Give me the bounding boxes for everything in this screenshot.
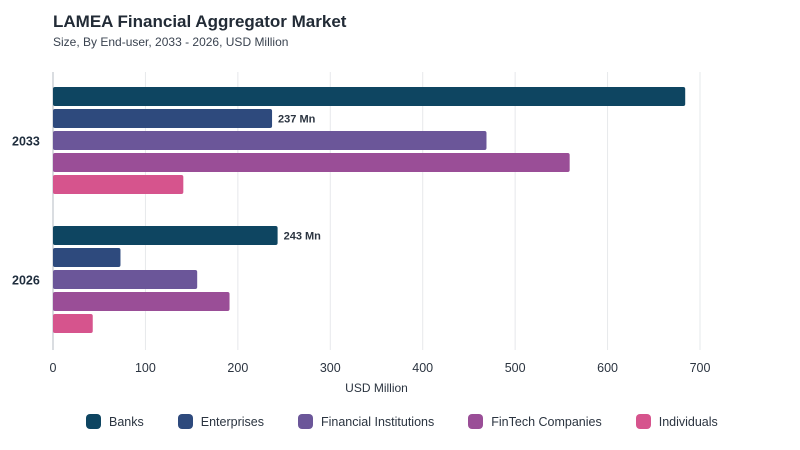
legend-swatch: [297, 414, 313, 429]
data-label: 243 Mn: [284, 231, 322, 243]
x-tick-label: 0: [50, 361, 57, 375]
bar-2033-fintech-companies: [53, 153, 570, 172]
x-tick-label: 100: [135, 361, 156, 375]
legend-label: Enterprises: [200, 414, 264, 429]
legend: Banks Enterprises Financial Institutions Fi…: [86, 414, 752, 429]
legend-item: Financial Institutions: [297, 414, 435, 429]
bar-2033-financial-institutions: [53, 131, 487, 150]
chart-title: LAMEA Financial Aggregator Market: [53, 12, 347, 31]
legend-swatch: [635, 414, 651, 429]
legend-swatch: [468, 414, 484, 429]
x-tick-label: 700: [690, 361, 711, 375]
category-label-2033: 2033: [12, 135, 40, 149]
x-tick-label: 300: [320, 361, 341, 375]
data-label: 237 Mn: [278, 114, 316, 126]
bar-2033-individuals: [53, 175, 184, 194]
category-label-2026: 2026: [12, 274, 40, 288]
legend-swatch: [86, 414, 101, 429]
legend-item: Enterprises: [177, 414, 264, 429]
legend-label: Financial Institutions: [320, 414, 435, 429]
x-tick-label: 400: [412, 361, 433, 375]
bar-2026-individuals: [53, 314, 93, 333]
bar-2026-banks: [53, 226, 278, 245]
bar-2026-enterprises: [53, 248, 121, 267]
legend-swatch: [177, 414, 193, 429]
bar-2026-financial-institutions: [53, 270, 198, 289]
bar-2033-enterprises: [53, 109, 273, 128]
legend-label: FinTech Companies: [491, 414, 602, 429]
x-tick-label: 600: [597, 361, 618, 375]
bar-2026-fintech-companies: [53, 292, 230, 311]
legend-label: Banks: [109, 414, 144, 429]
legend-item: FinTech Companies: [468, 414, 602, 429]
x-tick-label: 500: [505, 361, 526, 375]
x-tick-label: 200: [227, 361, 248, 375]
legend-item: Individuals: [635, 414, 718, 429]
x-axis-title: USD Million: [345, 381, 408, 395]
legend-label: Individuals: [658, 414, 718, 429]
legend-item: Banks: [86, 414, 144, 429]
bar-2033-banks: [53, 87, 686, 106]
chart-subtitle: Size, By End-user, 2033 - 2026, USD Mill…: [53, 35, 289, 49]
